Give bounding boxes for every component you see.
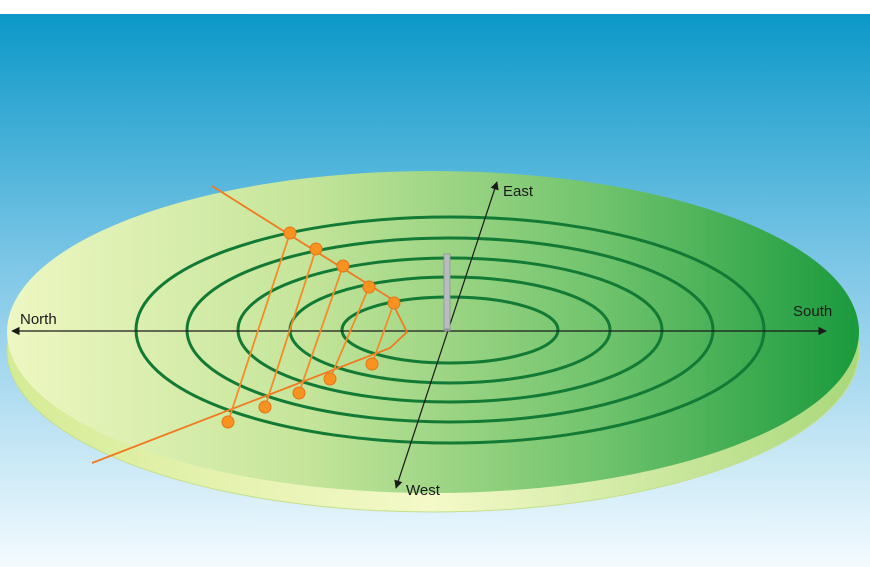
- point: [323, 372, 337, 386]
- top-margin: [0, 0, 870, 14]
- label-east: East: [503, 183, 534, 200]
- east-west-axis: [394, 181, 499, 489]
- point: [258, 400, 272, 414]
- connector-2: [264, 248, 317, 408]
- point: [387, 296, 401, 310]
- point: [292, 386, 306, 400]
- point: [221, 415, 235, 429]
- gnomon-stick: [443, 253, 451, 331]
- shadow-connectors: [227, 232, 395, 423]
- shadow-tip-points: [221, 226, 401, 429]
- shadow-tip-path: [91, 185, 409, 464]
- label-north: North: [20, 311, 57, 328]
- point: [336, 259, 350, 273]
- gnomon-base: [443, 328, 451, 332]
- point: [365, 357, 379, 371]
- connector-1: [227, 232, 291, 423]
- connector-3: [298, 265, 344, 394]
- label-west: West: [406, 482, 441, 499]
- connector-4: [329, 286, 370, 380]
- point: [362, 280, 376, 294]
- label-south: South: [793, 303, 832, 320]
- point: [283, 226, 297, 240]
- point: [309, 242, 323, 256]
- connector-5: [371, 302, 395, 365]
